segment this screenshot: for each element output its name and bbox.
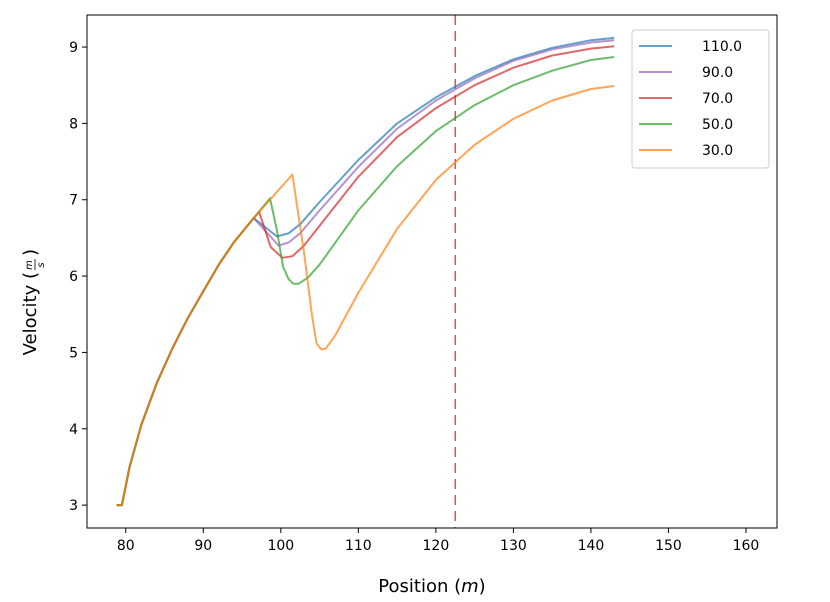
y-axis-label: Velocity ( m s ): [20, 249, 47, 355]
legend-label: 50.0: [702, 117, 733, 133]
y-tick-label: 4: [69, 422, 78, 438]
x-tick-label: 90: [194, 538, 212, 554]
legend-box: [631, 29, 770, 169]
legend-label: 90.0: [702, 65, 733, 81]
y-tick-label: 7: [69, 193, 78, 209]
legend: 110.0 90.0 70.0 50.0 30.0: [631, 29, 770, 169]
svg-text:m: m: [24, 260, 35, 270]
axes-frame: [86, 14, 778, 529]
x-tick-label: 100: [267, 538, 294, 554]
svg-text:): ): [20, 249, 41, 256]
x-axis-label: Position (m): [378, 576, 485, 597]
plot-area: [116, 15, 615, 528]
x-tick-label: 160: [733, 538, 760, 554]
x-tick-label: 140: [578, 538, 605, 554]
y-tick-label: 3: [69, 498, 78, 514]
x-tick-label: 110: [345, 538, 372, 554]
svg-text:Velocity (: Velocity (: [20, 272, 41, 355]
legend-label: 70.0: [702, 91, 733, 107]
svg-text:s: s: [36, 262, 47, 267]
legend-label: 110.0: [702, 39, 742, 55]
legend-label: 30.0: [702, 143, 733, 159]
x-tick-label: 80: [117, 538, 135, 554]
x-tick-label: 150: [655, 538, 682, 554]
series-line-30-0: [116, 85, 615, 507]
y-tick-label: 6: [69, 269, 78, 285]
y-tick-label: 5: [69, 345, 78, 361]
x-tick-label: 120: [423, 538, 450, 554]
axes: 80 90 100 110 120 130 140 150 160 3 4 5 6 7 8 9: [69, 14, 778, 554]
y-tick-label: 8: [69, 116, 78, 132]
x-tick-label: 130: [500, 538, 527, 554]
y-tick-label: 9: [69, 40, 78, 56]
